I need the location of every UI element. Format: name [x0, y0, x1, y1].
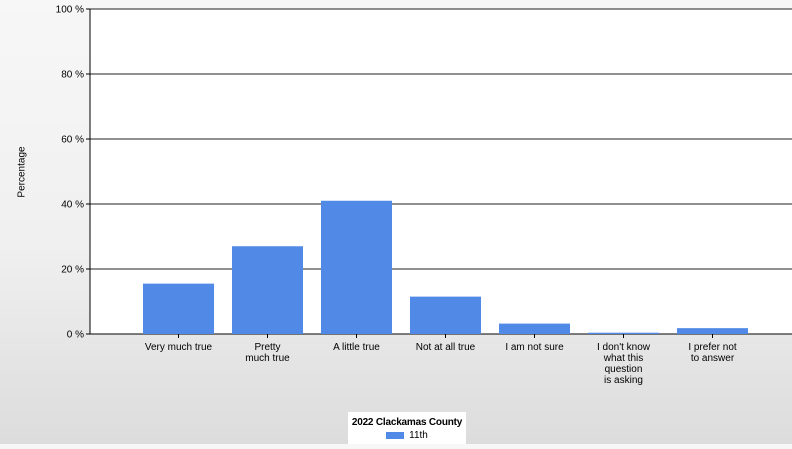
bar	[677, 328, 748, 334]
bar	[232, 246, 303, 334]
bar	[143, 283, 214, 334]
legend: 2022 Clackamas County 11th	[348, 412, 466, 444]
legend-title: 2022 Clackamas County	[351, 417, 463, 428]
y-tick-label: 20 %	[61, 265, 84, 276]
legend-entry: 11th	[348, 430, 466, 441]
legend-label: 11th	[409, 430, 428, 441]
x-tick-label: Very much true	[145, 342, 213, 353]
plot-background	[90, 9, 792, 334]
y-tick-label: 100 %	[56, 5, 84, 16]
y-axis-title: Percentage	[16, 146, 28, 198]
legend-swatch	[386, 432, 405, 439]
bar	[588, 332, 659, 334]
y-tick-label: 60 %	[61, 135, 84, 146]
x-tick-label: Not at all true	[416, 342, 476, 353]
y-tick-label: 0 %	[67, 330, 84, 341]
bar	[499, 323, 570, 334]
x-tick-label: I don't know what this question is asking	[597, 342, 651, 386]
x-tick-label: I prefer not to answer	[688, 342, 737, 364]
x-tick-label: Pretty much true	[245, 342, 290, 364]
y-tick-label: 80 %	[61, 70, 84, 81]
bar	[410, 296, 481, 334]
bar	[321, 200, 392, 334]
y-tick-label: 40 %	[61, 200, 84, 211]
x-tick-label: A little true	[333, 342, 380, 353]
x-tick-label: I am not sure	[505, 342, 564, 353]
